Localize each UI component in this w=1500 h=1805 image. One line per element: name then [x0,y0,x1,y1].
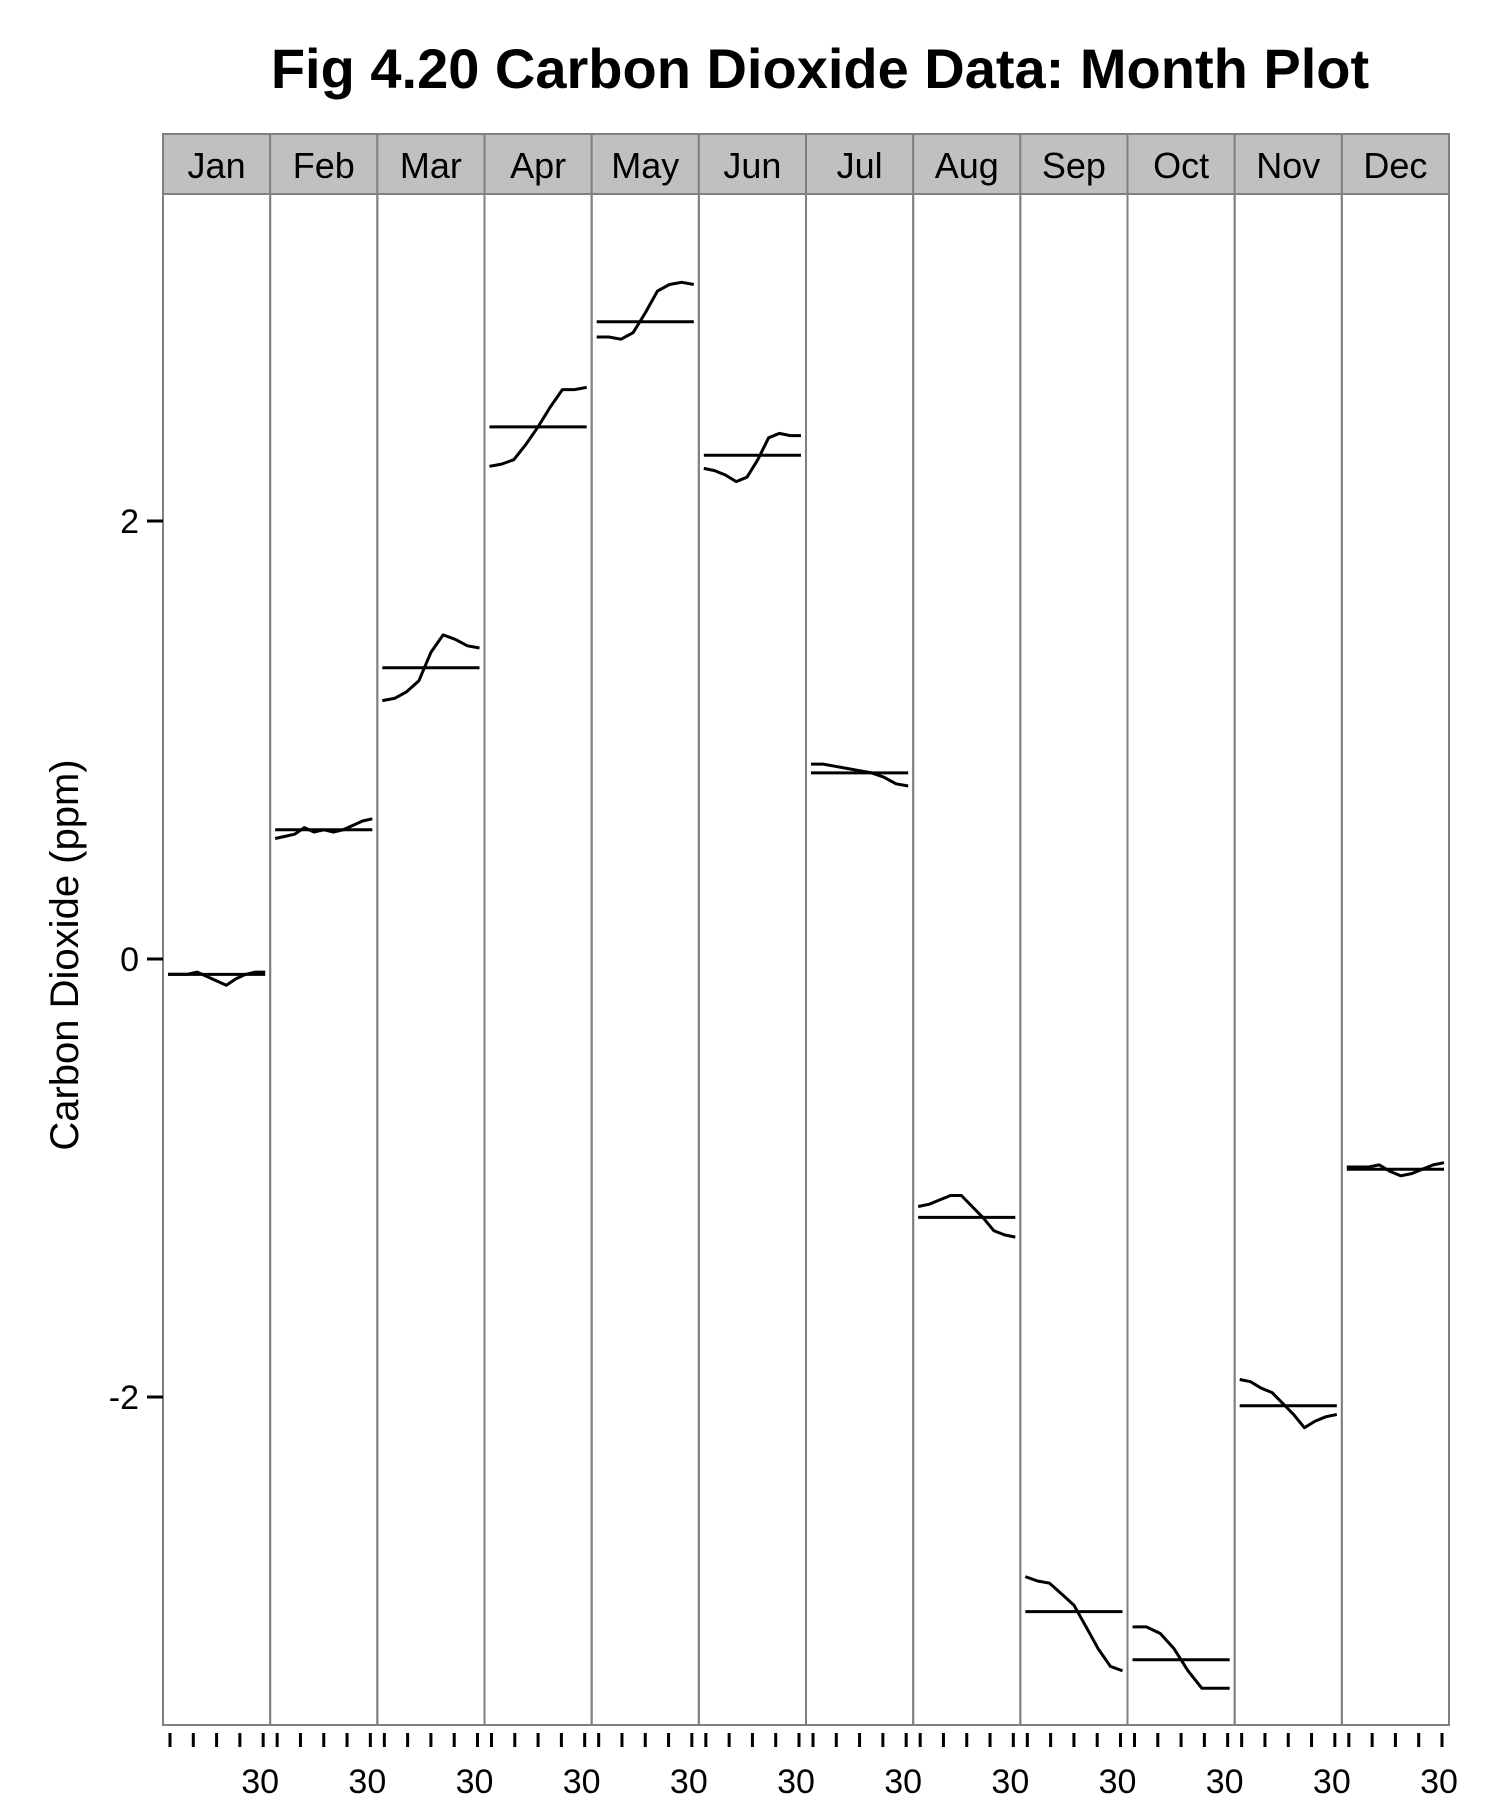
panel-border-aug [912,193,1022,1726]
strip-nov [1233,133,1343,195]
panel-apr: Apr [483,133,593,1726]
strip-label-jun: Jun [723,145,781,186]
panel-border-mar [376,193,486,1726]
series-line-sep [1024,1575,1124,1673]
strip-label-nov: Nov [1256,145,1320,186]
strip-dec [1340,133,1451,195]
x-tick-label-oct: 30 [1206,1763,1244,1800]
strip-mar [376,133,486,195]
panel-border-jul [805,193,915,1726]
x-tick-label-jan: 30 [241,1763,279,1800]
panel-jun: Jun [697,133,807,1726]
x-tick-label-sep: 30 [1099,1763,1137,1800]
strip-jul [805,133,915,195]
y-tick-label-2: 2 [120,503,139,541]
panel-aug: Aug [912,133,1022,1726]
panel-sep: Sep [1019,133,1129,1726]
x-axis: 30 30 30 30 30 30 30 30 30 30 30 30 [168,1733,1458,1801]
strip-label-may: May [611,145,679,186]
panel-jan: Jan [162,133,272,1726]
series-line-mar [382,633,480,703]
panel-jul: Jul [805,133,915,1726]
panel-border-apr [483,193,593,1726]
panel-border-may [590,193,700,1726]
panel-oct: Oct [1126,133,1236,1726]
strip-label-dec: Dec [1363,145,1427,186]
x-tick-label-feb: 30 [348,1763,386,1800]
strip-label-mar: Mar [400,145,462,186]
strip-label-feb: Feb [293,145,355,186]
panels-layer: Jan Feb Mar Apr May Jun Jul Aug Sep Oct Nov Dec [162,133,1451,1726]
panel-border-jan [162,193,272,1726]
series-line-oct [1132,1625,1230,1690]
x-tick-label-mar: 30 [456,1763,494,1800]
x-tick-label-apr: 30 [563,1763,601,1800]
panel-border-oct [1126,193,1236,1726]
y-axis: -2 0 2 [109,503,163,1417]
series-line-jul [811,762,909,788]
panel-may: May [590,133,700,1726]
strip-sep [1019,133,1129,195]
y-tick-label-0: -2 [109,1379,139,1417]
x-tick-label-may: 30 [670,1763,708,1800]
x-tick-label-nov: 30 [1313,1763,1351,1800]
panel-border-dec [1340,193,1451,1726]
chart-title: Fig 4.20 Carbon Dioxide Data: Month Plot [271,37,1369,100]
x-tick-label-dec: 30 [1420,1763,1458,1800]
series-line-jun [703,431,801,484]
panel-border-nov [1233,193,1343,1726]
strip-jan [162,133,272,195]
strip-label-jul: Jul [837,145,883,186]
y-tick-label-1: 0 [120,941,139,979]
x-tick-label-jul: 30 [884,1763,922,1800]
strip-label-oct: Oct [1153,145,1209,186]
panel-nov: Nov [1233,133,1343,1726]
panel-border-jun [697,193,807,1726]
panel-feb: Feb [269,133,379,1726]
x-tick-label-jun: 30 [777,1763,815,1800]
y-axis-title: Carbon Dioxide (ppm) [43,759,87,1150]
strip-label-jan: Jan [188,145,246,186]
panel-border-sep [1019,193,1129,1726]
series-line-may [596,280,695,341]
x-tick-label-aug: 30 [991,1763,1029,1800]
strip-label-apr: Apr [510,145,566,186]
strip-label-aug: Aug [935,145,999,186]
panel-border-feb [269,193,379,1726]
strip-label-sep: Sep [1042,145,1106,186]
panel-mar: Mar [376,133,486,1726]
strip-oct [1126,133,1236,195]
panel-dec: Dec [1340,133,1451,1726]
series-line-dec [1346,1161,1445,1178]
series-line-nov [1239,1378,1338,1430]
series-line-aug [917,1194,1016,1239]
strip-feb [269,133,379,195]
